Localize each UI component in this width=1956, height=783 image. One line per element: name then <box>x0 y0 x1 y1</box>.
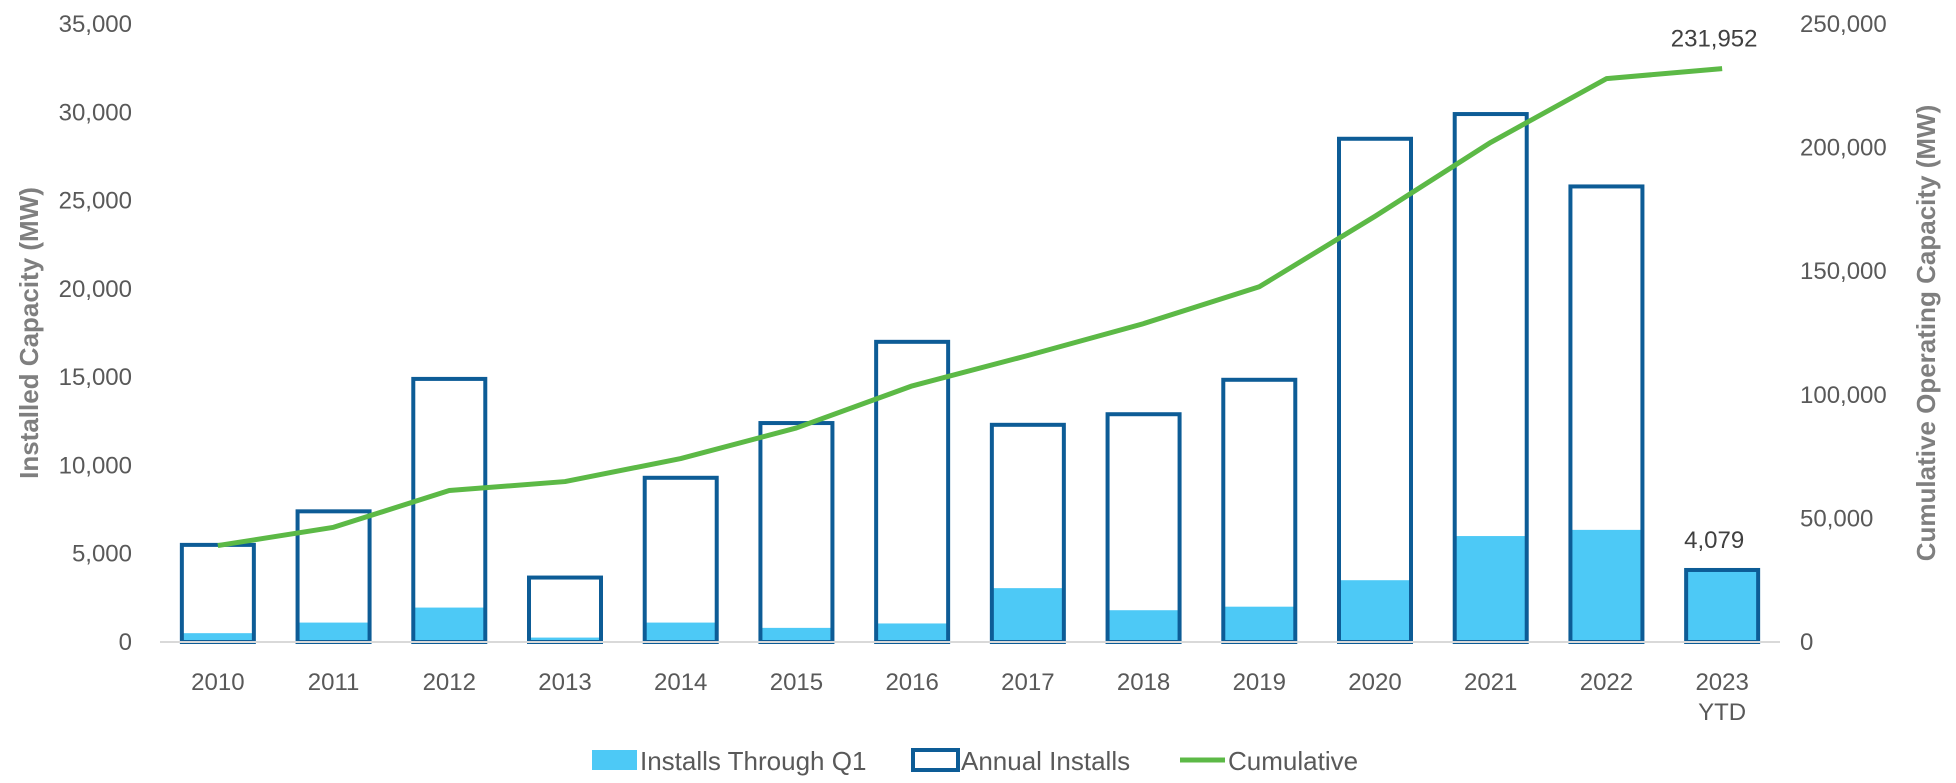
legend: Installs Through Q1 Annual Installs Cumula… <box>592 746 1358 776</box>
bar-annual-installs <box>642 475 719 644</box>
legend-label: Cumulative <box>1228 746 1358 776</box>
legend-label: Installs Through Q1 <box>640 746 866 776</box>
y-tick-label: 30,000 <box>59 99 132 126</box>
x-tick-label: 2021 <box>1464 669 1517 696</box>
y2-tick-label: 200,000 <box>1800 135 1887 162</box>
x-tick-label: 2017 <box>1001 669 1054 696</box>
y2-tick-label: 0 <box>1800 629 1813 656</box>
x-tick-label: 2023 YTD <box>1695 669 1748 726</box>
y-tick-label: 0 <box>119 629 132 656</box>
bar-installs-through-q1 <box>1570 529 1643 642</box>
left-axis: 0 5,000 10,000 15,000 20,000 25,000 30,000 35,0… <box>59 11 132 656</box>
bar-installs-through-q1 <box>181 633 254 642</box>
cumulative-line-layer <box>217 66 1723 549</box>
bar-annual-installs <box>1105 412 1182 645</box>
y2-tick-label: 250,000 <box>1800 11 1887 38</box>
y2-tick-label: 50,000 <box>1800 505 1873 532</box>
x-tick-label: 2012 <box>423 669 476 696</box>
bar-installs-through-q1 <box>1686 569 1759 642</box>
y2-tick-label: 100,000 <box>1800 382 1887 409</box>
legend-label: Annual Installs <box>961 746 1130 776</box>
x-tick-label: 2016 <box>885 669 938 696</box>
bar-installs-through-q1 <box>413 607 486 642</box>
x-axis: 2010 2011 2012 2013 2014 2015 2016 2017 2018 2019… <box>191 669 1749 726</box>
bar-installs-through-q1 <box>991 588 1064 642</box>
bar-installs-through-q1 <box>1223 606 1296 642</box>
bar-annual-installs <box>411 376 488 644</box>
right-axis: 0 50,000 100,000 150,000 200,000 250,000 <box>1800 11 1887 656</box>
x-tick-label: 2014 <box>654 669 707 696</box>
y2-tick-label: 150,000 <box>1800 258 1887 285</box>
y-axis-title: Installed Capacity (MW) <box>14 187 44 479</box>
bar-annual-installs <box>179 542 256 645</box>
x-tick-label: 2010 <box>191 669 244 696</box>
bar-installs-through-q1 <box>1454 536 1527 642</box>
y-tick-label: 5,000 <box>72 541 132 568</box>
y-tick-label: 10,000 <box>59 452 132 479</box>
bars <box>179 112 1761 645</box>
legend-swatch-annual-installs <box>911 748 960 772</box>
cumulative-line <box>217 66 1723 549</box>
x-tick-label: 2015 <box>770 669 823 696</box>
bar-installs-through-q1 <box>297 622 370 642</box>
x-tick-label: 2022 <box>1580 669 1633 696</box>
x-tick-label: 2011 <box>308 669 360 696</box>
x-tick-label: 2020 <box>1348 669 1401 696</box>
y-tick-label: 15,000 <box>59 364 132 391</box>
y-tick-label: 25,000 <box>59 188 132 215</box>
bar-installs-through-q1 <box>529 637 601 642</box>
y2-axis-title: Cumulative Operating Capacity (MW) <box>1911 105 1941 562</box>
bar-installs-through-q1 <box>1107 610 1180 642</box>
bar-annual-installs <box>527 575 603 645</box>
x-tick-label: 2019 <box>1233 669 1286 696</box>
x-tick-label: 2018 <box>1117 669 1170 696</box>
y-tick-label: 20,000 <box>59 276 132 303</box>
data-label: 231,952 <box>1671 26 1758 53</box>
legend-swatch-installs-through-q1 <box>592 750 637 770</box>
bar-installs-through-q1 <box>760 627 833 642</box>
bar-installs-through-q1 <box>644 622 717 642</box>
annotations: 231,952 4,079 <box>1671 26 1758 554</box>
bar-installs-through-q1 <box>1339 580 1411 642</box>
bar-installs-through-q1 <box>876 623 949 642</box>
data-label: 4,079 <box>1684 527 1744 554</box>
x-tick-label: 2013 <box>538 669 591 696</box>
bar-annual-installs <box>758 421 835 644</box>
y-tick-label: 35,000 <box>59 11 132 38</box>
bar-annual-installs <box>1221 377 1298 644</box>
